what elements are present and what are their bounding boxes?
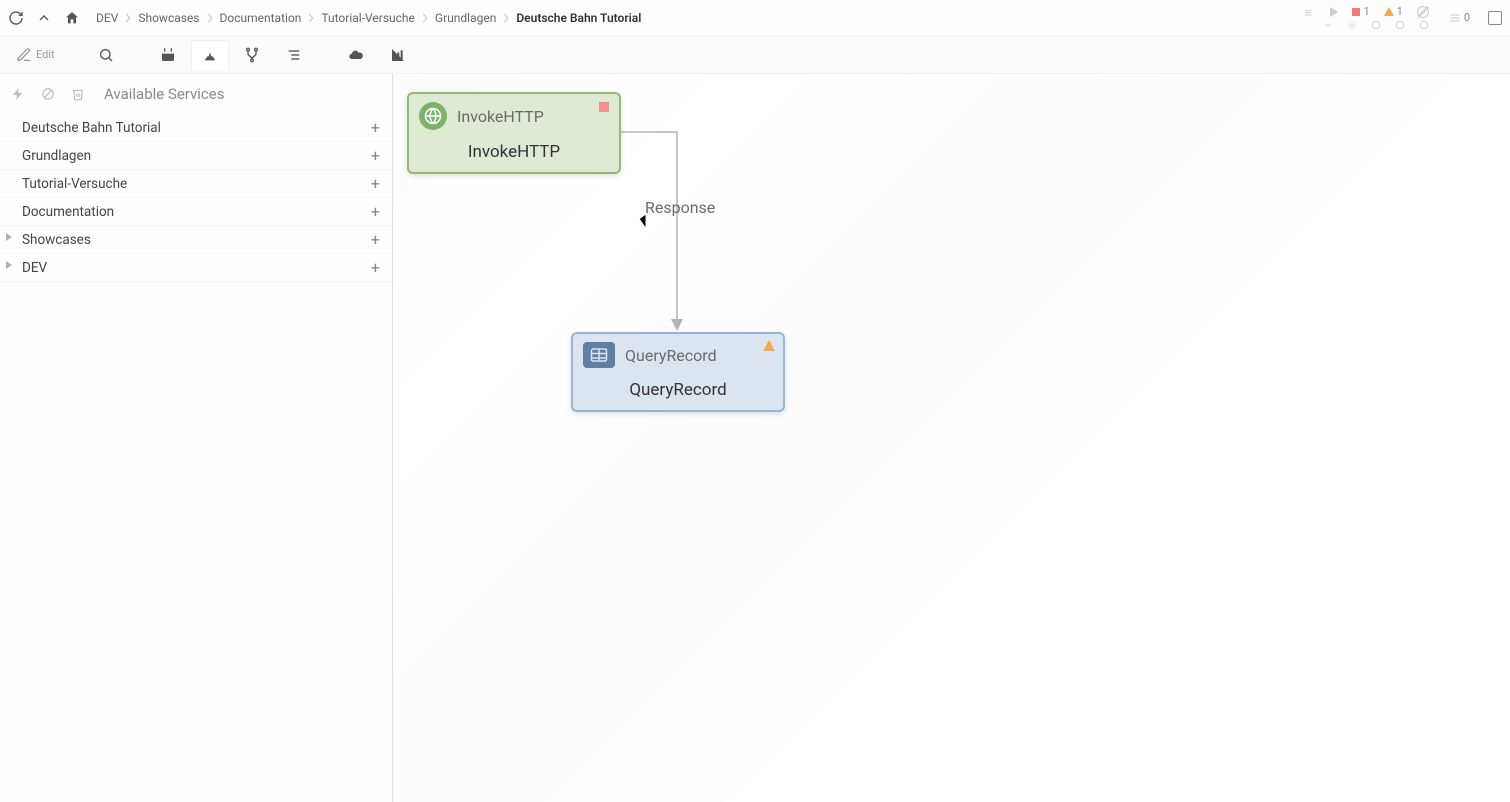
- breadcrumb-item[interactable]: Showcases: [138, 11, 199, 25]
- align-icon[interactable]: [1304, 5, 1316, 17]
- stopped-count: 1: [1363, 5, 1369, 18]
- bolt-icon[interactable]: [10, 86, 26, 102]
- node-header: InvokeHTTP: [419, 102, 609, 130]
- chevron-down-stat[interactable]: [1323, 20, 1333, 30]
- branch-button[interactable]: [233, 40, 271, 70]
- edge-label[interactable]: Response: [645, 198, 715, 217]
- breadcrumb-item-active: Deutsche Bahn Tutorial: [516, 11, 641, 25]
- stopped-icon: [1352, 8, 1360, 16]
- add-icon[interactable]: +: [371, 258, 380, 277]
- chevron-right-icon: [6, 261, 12, 269]
- sidebar-item-label: Deutsche Bahn Tutorial: [22, 120, 161, 136]
- flow-edge: [393, 74, 1510, 802]
- warning-icon: [1384, 7, 1394, 16]
- node-type-label: QueryRecord: [625, 346, 717, 365]
- sidebar-item-label: Documentation: [22, 204, 114, 220]
- breadcrumb-item[interactable]: Documentation: [220, 11, 302, 25]
- cloud-button[interactable]: [337, 40, 375, 70]
- edit-label: Edit: [36, 48, 55, 61]
- warning-stat[interactable]: 1: [1384, 5, 1403, 18]
- toolbar: Edit: [0, 36, 1510, 74]
- breadcrumb: DEV Showcases Documentation Tutorial-Ver…: [96, 11, 641, 25]
- sidebar-item[interactable]: DEV +: [0, 254, 392, 282]
- warning-badge: [763, 340, 775, 351]
- circle2-stat[interactable]: [1395, 20, 1405, 30]
- gear-stat[interactable]: [1347, 20, 1357, 30]
- sidebar-item[interactable]: Showcases +: [0, 226, 392, 254]
- play-icon: [1330, 7, 1338, 17]
- chevron-right-icon: [421, 13, 429, 23]
- queue-count: 0: [1464, 11, 1470, 24]
- edit-button[interactable]: Edit: [8, 40, 63, 70]
- node-header: QueryRecord: [583, 342, 773, 368]
- stopped-stat[interactable]: 1: [1352, 5, 1369, 18]
- stopped-badge: [599, 102, 609, 112]
- chevron-right-icon: [307, 13, 315, 23]
- chevron-right-icon: [502, 13, 510, 23]
- header-stats-row1: 1 1: [1304, 5, 1428, 18]
- globe-icon: [419, 102, 447, 130]
- warning-count: 1: [1397, 5, 1403, 18]
- sidebar-item-label: Grundlagen: [22, 148, 91, 164]
- collapse-up-icon[interactable]: [36, 10, 52, 26]
- chevron-right-icon: [206, 13, 214, 23]
- sidebar-item[interactable]: Tutorial-Versuche +: [0, 170, 392, 198]
- add-icon[interactable]: +: [371, 202, 380, 221]
- forbidden-icon[interactable]: [40, 86, 56, 102]
- chevron-right-icon: [6, 233, 12, 241]
- home-icon[interactable]: [64, 10, 80, 26]
- calendar-button[interactable]: [149, 40, 187, 70]
- queue-stat[interactable]: 0: [1449, 11, 1470, 24]
- chevron-right-icon: [124, 13, 132, 23]
- flow-node-queryrecord[interactable]: QueryRecord QueryRecord: [571, 332, 785, 412]
- header-bar: DEV Showcases Documentation Tutorial-Ver…: [0, 0, 1510, 36]
- flow-view-button[interactable]: [191, 40, 229, 70]
- add-icon[interactable]: +: [371, 146, 380, 165]
- toggle-panel-icon[interactable]: [1488, 11, 1502, 25]
- search-button[interactable]: [87, 40, 125, 70]
- table-icon: [583, 342, 615, 368]
- sidebar-header: Available Services: [0, 74, 392, 114]
- outline-button[interactable]: [275, 40, 313, 70]
- header-right: 1 1 0: [1304, 5, 1502, 30]
- disabled-icon: [1417, 6, 1429, 18]
- trash-icon[interactable]: [70, 86, 86, 102]
- play-stat[interactable]: [1330, 5, 1338, 18]
- node-type-label: InvokeHTTP: [457, 107, 544, 126]
- refresh-icon[interactable]: [8, 10, 24, 26]
- sidebar-list: Deutsche Bahn Tutorial + Grundlagen + Tu…: [0, 114, 392, 802]
- sidebar-item-label: Tutorial-Versuche: [22, 176, 127, 192]
- sidebar-item[interactable]: Deutsche Bahn Tutorial +: [0, 114, 392, 142]
- header-left: DEV Showcases Documentation Tutorial-Ver…: [8, 10, 641, 26]
- breadcrumb-item[interactable]: Tutorial-Versuche: [321, 11, 415, 25]
- disabled-stat[interactable]: [1417, 5, 1429, 18]
- sidebar-item-label: DEV: [22, 260, 47, 276]
- sidebar: Available Services Deutsche Bahn Tutoria…: [0, 74, 393, 802]
- add-icon[interactable]: +: [371, 118, 380, 137]
- sidebar-item[interactable]: Grundlagen +: [0, 142, 392, 170]
- flow-canvas[interactable]: Response InvokeHTTP InvokeHTTP QueryReco…: [393, 74, 1510, 802]
- node-name: InvokeHTTP: [419, 142, 609, 162]
- sidebar-heading: Available Services: [104, 85, 224, 103]
- node-name: QueryRecord: [583, 380, 773, 400]
- sidebar-item[interactable]: Documentation +: [0, 198, 392, 226]
- header-stats-row2: [1323, 20, 1429, 30]
- main-split: Available Services Deutsche Bahn Tutoria…: [0, 74, 1510, 802]
- sidebar-item-label: Showcases: [22, 232, 91, 248]
- flow-node-invokehttp[interactable]: InvokeHTTP InvokeHTTP: [407, 92, 621, 174]
- breadcrumb-item[interactable]: DEV: [96, 11, 118, 25]
- chart-button[interactable]: [379, 40, 417, 70]
- circle3-stat[interactable]: [1419, 20, 1429, 30]
- circle-stat[interactable]: [1371, 20, 1381, 30]
- add-icon[interactable]: +: [371, 174, 380, 193]
- header-stats: 1 1: [1304, 5, 1432, 30]
- breadcrumb-item[interactable]: Grundlagen: [435, 11, 496, 25]
- add-icon[interactable]: +: [371, 230, 380, 249]
